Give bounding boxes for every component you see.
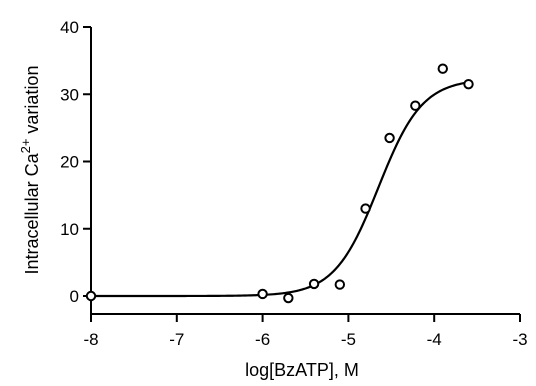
data-point — [85, 290, 97, 302]
data-point — [308, 278, 320, 290]
data-point — [257, 288, 268, 300]
x-axis-title: log[BzATP], M — [245, 360, 359, 380]
x-tick-label: -7 — [169, 330, 184, 349]
y-tick-label: 0 — [70, 287, 79, 306]
y-tick-label: 20 — [60, 153, 79, 172]
y-axis-title-tail: variation — [22, 66, 42, 139]
data-point — [283, 292, 294, 304]
data-point — [410, 100, 421, 111]
x-tick-label: -8 — [83, 330, 98, 349]
y-ticks: 0 10 20 30 40 — [60, 18, 91, 306]
x-tick-label: -5 — [341, 330, 356, 349]
fit-curve — [91, 81, 469, 298]
x-tick-label: -3 — [512, 330, 527, 349]
y-axis-title-main: Intracellular Ca — [22, 152, 42, 274]
data-point — [463, 78, 474, 90]
data-point — [360, 203, 371, 214]
data-point — [384, 132, 395, 144]
y-axis-title-superscript: 2+ — [18, 139, 33, 154]
data-point — [334, 279, 346, 290]
x-tick-label: -4 — [427, 330, 442, 349]
y-tick-label: 30 — [60, 85, 79, 104]
x-tick-label: -6 — [255, 330, 270, 349]
y-tick-label: 10 — [60, 220, 79, 239]
y-tick-label: 40 — [60, 18, 79, 37]
y-axis-title: Intracellular Ca2+ variation — [18, 66, 42, 275]
data-points — [85, 63, 474, 304]
x-ticks: -8 -7 -6 -5 -4 -3 — [83, 314, 528, 349]
data-point — [437, 63, 448, 74]
axes — [90, 27, 520, 315]
